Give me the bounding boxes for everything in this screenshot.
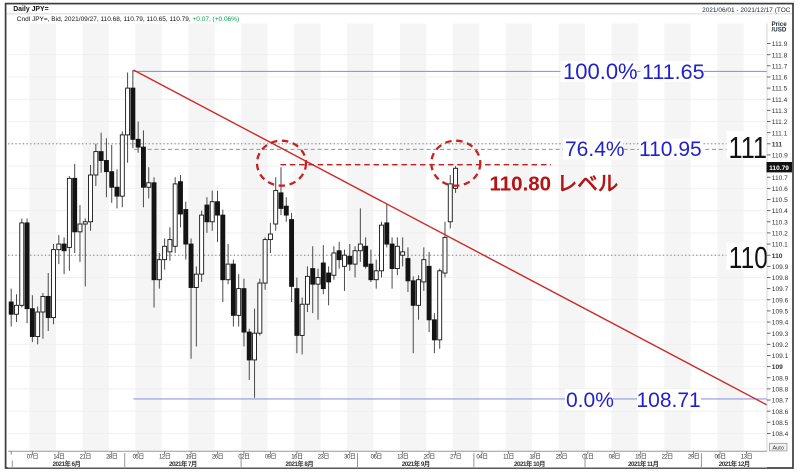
svg-text:108.71: 108.71 (637, 389, 701, 412)
svg-text:30日: 30日 (344, 454, 355, 461)
svg-text:2021年 10月: 2021年 10月 (514, 459, 545, 468)
svg-text:109.7: 109.7 (772, 286, 789, 293)
svg-text:109.9: 109.9 (772, 264, 789, 271)
svg-text:110.6: 110.6 (772, 186, 788, 193)
svg-text:05日: 05日 (133, 454, 144, 461)
svg-text:108.9: 108.9 (772, 375, 789, 382)
svg-text:13日: 13日 (397, 454, 408, 461)
svg-text:2021年 6月: 2021年 6月 (52, 459, 80, 468)
svg-text:2021年 8月: 2021年 8月 (285, 459, 313, 468)
svg-text:109.3: 109.3 (772, 331, 789, 338)
svg-text:Cndl JPY=, Bid, 2021/09/27, 11: Cndl JPY=, Bid, 2021/09/27, 110.68, 110.… (17, 16, 239, 23)
svg-text:110.3: 110.3 (772, 219, 788, 226)
svg-text:18日: 18日 (529, 454, 540, 461)
svg-text:109.2: 109.2 (772, 342, 789, 349)
svg-text:14日: 14日 (53, 454, 64, 461)
svg-text:111.5: 111.5 (772, 86, 788, 93)
svg-text:06日: 06日 (371, 454, 382, 461)
svg-text:110.5: 110.5 (772, 197, 788, 204)
svg-text:110.95: 110.95 (639, 138, 702, 161)
svg-text:110.79: 110.79 (769, 165, 789, 172)
svg-text:29日: 29日 (688, 454, 699, 461)
svg-text:Daily JPY=: Daily JPY= (13, 6, 48, 13)
svg-text:108.5: 108.5 (772, 420, 789, 427)
svg-text:11日: 11日 (503, 454, 514, 461)
svg-text:04日: 04日 (476, 454, 487, 461)
svg-text:20日: 20日 (424, 454, 435, 461)
svg-text:16日: 16日 (291, 454, 302, 461)
svg-text:111.7: 111.7 (772, 63, 788, 70)
svg-text:2021年 12月: 2021年 12月 (719, 459, 750, 468)
svg-text:111.1: 111.1 (772, 130, 788, 137)
svg-text:01日: 01日 (582, 454, 593, 461)
svg-text:111.8: 111.8 (772, 52, 788, 59)
svg-text:109.6: 109.6 (772, 297, 789, 304)
svg-text:111.2: 111.2 (772, 119, 788, 126)
svg-text:110.4: 110.4 (772, 208, 788, 215)
svg-text:111.65: 111.65 (642, 60, 705, 84)
svg-text:08日: 08日 (609, 454, 620, 461)
svg-text:Auto: Auto (772, 445, 784, 451)
svg-text:111.6: 111.6 (772, 75, 788, 82)
svg-text:2021年 9月: 2021年 9月 (402, 459, 430, 468)
svg-text:2021年 11月: 2021年 11月 (628, 459, 659, 468)
svg-text:28日: 28日 (106, 454, 117, 461)
svg-text:110.2: 110.2 (772, 231, 788, 238)
svg-text:25日: 25日 (556, 454, 567, 461)
svg-text:100.0%: 100.0% (563, 59, 638, 84)
svg-text:108.6: 108.6 (772, 409, 789, 416)
svg-text:26日: 26日 (212, 454, 223, 461)
svg-text:12日: 12日 (159, 454, 170, 461)
svg-text:109.5: 109.5 (772, 309, 789, 316)
svg-text:111.3: 111.3 (772, 108, 788, 115)
svg-text:111.9: 111.9 (772, 41, 788, 48)
svg-text:23日: 23日 (318, 454, 329, 461)
svg-text:109.1: 109.1 (772, 353, 789, 360)
svg-text:22日: 22日 (662, 454, 673, 461)
svg-text:110.80 レベル: 110.80 レベル (490, 173, 619, 196)
svg-text:19日: 19日 (185, 454, 196, 461)
svg-text:13日: 13日 (741, 454, 752, 461)
svg-text:109.8: 109.8 (772, 275, 789, 282)
svg-text:Price: Price (772, 21, 788, 28)
svg-text:07日: 07日 (27, 454, 38, 461)
svg-text:15日: 15日 (635, 454, 646, 461)
svg-text:108.4: 108.4 (772, 431, 789, 438)
svg-text:111: 111 (729, 130, 768, 165)
svg-text:02日: 02日 (238, 454, 249, 461)
svg-text:109.4: 109.4 (772, 320, 789, 327)
svg-text:2021年 7月: 2021年 7月 (169, 459, 197, 468)
svg-text:0.0%: 0.0% (566, 389, 614, 412)
svg-text:27日: 27日 (450, 454, 461, 461)
svg-text:76.4%: 76.4% (565, 138, 625, 161)
svg-text:108.7: 108.7 (772, 398, 789, 405)
svg-text:110: 110 (729, 240, 768, 275)
svg-text:21日: 21日 (80, 454, 91, 461)
svg-text:06日: 06日 (714, 454, 725, 461)
svg-text:108.8: 108.8 (772, 386, 789, 393)
svg-text:110.1: 110.1 (772, 242, 788, 249)
svg-text:2021/06/01 - 2021/12/17 (TOC: 2021/06/01 - 2021/12/17 (TOC (702, 7, 791, 14)
svg-text:09日: 09日 (265, 454, 276, 461)
svg-text:109: 109 (772, 364, 783, 371)
svg-text:/USD: /USD (772, 27, 787, 34)
svg-text:110.7: 110.7 (772, 175, 788, 182)
svg-text:111: 111 (772, 141, 783, 148)
svg-text:111.4: 111.4 (772, 97, 788, 104)
svg-text:110: 110 (772, 253, 783, 260)
svg-text:110.9: 110.9 (772, 153, 788, 160)
